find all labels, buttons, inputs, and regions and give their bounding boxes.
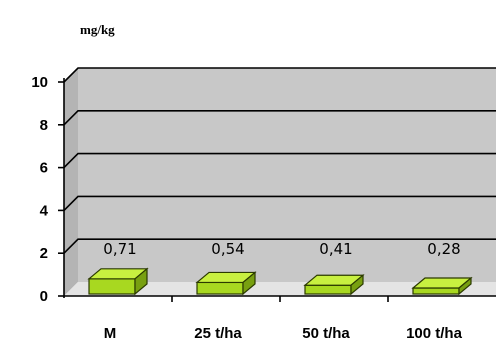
- data-label: 0,71: [103, 240, 136, 258]
- bar: [411, 276, 473, 296]
- bar: [303, 273, 365, 296]
- gridline: [63, 195, 496, 211]
- gridline: [63, 238, 496, 254]
- y-tick-label: 10: [31, 74, 48, 91]
- bar-front: [412, 287, 460, 295]
- x-axis-categories: M 25 t/ha 50 t/ha 100 t/ha: [104, 325, 463, 342]
- bar-front: [88, 278, 136, 295]
- y-axis-ticks: 0 2 4 6 8 10: [31, 74, 389, 305]
- bar-front: [304, 284, 352, 295]
- x-category-label: 50 t/ha: [302, 325, 350, 342]
- y-unit-label: mg/kg: [80, 22, 115, 37]
- y-tick-label: 0: [40, 288, 48, 305]
- x-category-label: M: [104, 325, 117, 342]
- bars: [87, 267, 473, 296]
- bar: [87, 267, 149, 296]
- gridline: [63, 152, 496, 169]
- data-label: 0,54: [211, 240, 244, 258]
- bar-side: [134, 267, 148, 296]
- data-labels: 0,71 0,54 0,41 0,28: [103, 240, 460, 258]
- bar-side: [242, 271, 256, 296]
- y-tick-label: 4: [40, 202, 49, 219]
- bar-side: [458, 276, 472, 296]
- plot-area: [63, 67, 496, 298]
- bar: [195, 271, 257, 296]
- x-category-label: 25 t/ha: [194, 325, 242, 342]
- plot-floor: [64, 282, 496, 296]
- data-label: 0,28: [427, 240, 460, 258]
- y-tick-label: 6: [40, 160, 48, 177]
- y-tick-label: 2: [40, 245, 48, 262]
- gridline: [63, 67, 496, 83]
- plot-back-wall: [78, 68, 496, 282]
- bar-front: [196, 281, 244, 295]
- plot-side-wall: [64, 68, 78, 296]
- data-label: 0,41: [319, 240, 352, 258]
- bar-side: [350, 273, 364, 296]
- gridline: [63, 110, 496, 126]
- y-tick-label: 8: [40, 117, 48, 134]
- x-category-label: 100 t/ha: [406, 325, 463, 342]
